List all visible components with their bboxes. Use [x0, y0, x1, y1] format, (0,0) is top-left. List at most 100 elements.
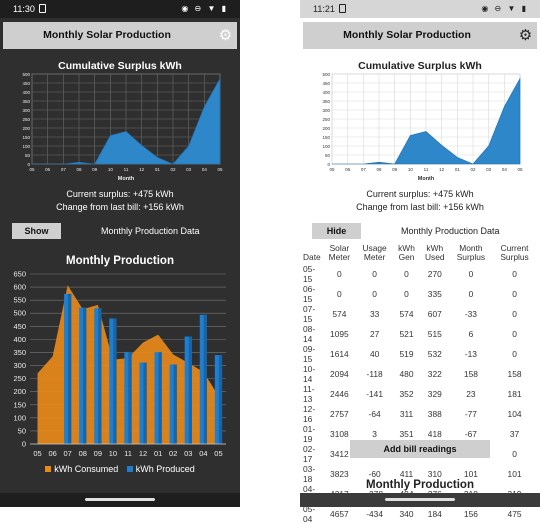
table-cell: 1614: [330, 349, 349, 359]
current-surplus-text: Current surplus: +475 kWh: [366, 189, 474, 199]
table-row: 06-15 0 0 0 335 0 0: [303, 284, 537, 304]
table-cell: -434: [366, 509, 383, 519]
table-header-cell: Usage Meter: [362, 243, 387, 262]
x-tick-label: 05: [217, 167, 223, 172]
table-cell: 475: [507, 509, 522, 519]
table-cell: 10-14: [303, 364, 316, 384]
surplus-area: [32, 77, 221, 165]
table-cell: 33: [369, 309, 380, 319]
x-tick-label: 07: [361, 167, 367, 172]
table-cell: 184: [427, 509, 442, 519]
x-tick-label: 04: [199, 449, 207, 458]
show-data-button[interactable]: Show: [12, 223, 61, 239]
y-tick-label: 200: [13, 387, 26, 396]
table-cell: 351: [399, 429, 414, 439]
table-cell: -77: [464, 409, 477, 419]
produced-bar: [214, 355, 223, 444]
y-tick-label: 50: [325, 153, 331, 158]
legend-consumed-swatch: [45, 466, 52, 472]
y-tick-label: 250: [322, 117, 330, 122]
x-tick-label: 04: [202, 167, 208, 172]
produced-bar-shade: [98, 308, 102, 444]
table-cell: 388: [427, 409, 442, 419]
change-from-bill-text: Change from last bill: +156 kWh: [356, 202, 484, 212]
x-tick-label: 09: [392, 167, 398, 172]
y-tick-label: 450: [22, 81, 30, 86]
table-cell: 322: [427, 369, 442, 379]
table-cell: 06-15: [303, 284, 316, 304]
table-row: 05-15 0 0 0 270 0 0: [303, 264, 537, 284]
gear-icon[interactable]: ⚙: [218, 27, 233, 44]
monthly-production-chart: 0501001502002503003504004505005506006500…: [13, 270, 226, 458]
y-tick-label: 50: [18, 426, 26, 435]
home-gesture-handle[interactable]: [85, 498, 155, 501]
table-cell: 0: [404, 289, 409, 299]
x-tick-label: 01: [455, 167, 461, 172]
produced-bar: [139, 362, 147, 444]
table-cell: 104: [507, 409, 522, 419]
x-tick-label: 03: [486, 167, 492, 172]
table-cell: 3823: [330, 469, 349, 479]
notification-app-icon: [39, 4, 46, 13]
table-cell: 0: [512, 289, 517, 299]
y-tick-label: 350: [22, 99, 30, 104]
home-gesture-handle[interactable]: [385, 498, 455, 501]
hide-data-button[interactable]: Hide: [312, 223, 361, 239]
table-cell: 519: [399, 349, 414, 359]
table-row: 12-16 2757 -64 311 388 -77 104: [303, 404, 537, 424]
y-tick-label: 0: [327, 162, 330, 167]
x-tick-label: 05: [214, 449, 222, 458]
x-tick-label: 11: [124, 449, 132, 458]
table-cell: 101: [463, 469, 478, 479]
table-cell: 2446: [330, 389, 349, 399]
table-cell: 411: [399, 469, 414, 479]
produced-bar: [94, 308, 102, 444]
legend-produced-swatch: [126, 466, 133, 472]
change-from-bill-text: Change from last bill: +156 kWh: [56, 202, 184, 212]
produced-bar-shade: [68, 293, 72, 444]
y-tick-label: 300: [13, 361, 26, 370]
notification-app-icon: [339, 4, 346, 13]
y-tick-label: 300: [322, 108, 330, 113]
x-tick-label: 07: [64, 449, 72, 458]
table-cell: 418: [427, 429, 442, 439]
x-tick-label: 01: [154, 449, 162, 458]
x-tick-label: 08: [376, 167, 382, 172]
x-tick-label: 06: [45, 167, 51, 172]
y-tick-label: 0: [22, 440, 26, 449]
x-tick-label: 10: [109, 449, 117, 458]
add-bill-readings-button[interactable]: Add bill readings: [350, 440, 490, 458]
table-cell: 05-15: [303, 264, 316, 284]
y-tick-label: 0: [27, 162, 30, 167]
produced-bar: [109, 318, 117, 444]
x-axis-label: Month: [118, 176, 135, 182]
table-cell: -141: [366, 389, 383, 399]
table-row: 10-14 2094 -118 480 322 158 158: [303, 364, 537, 384]
table-row: 07-15 574 33 574 607 -33 0: [303, 304, 537, 324]
table-cell: 0: [468, 269, 474, 279]
produced-bar-shade: [128, 351, 132, 444]
x-tick-label: 10: [108, 167, 114, 172]
produced-bar: [79, 307, 87, 444]
table-cell: 515: [427, 329, 442, 339]
y-tick-label: 150: [22, 135, 30, 140]
status-time: 11:21: [313, 4, 335, 14]
table-cell: 3412: [330, 449, 349, 459]
navigation-bar: [300, 493, 540, 507]
y-tick-label: 650: [13, 270, 26, 279]
x-tick-label: 12: [139, 167, 145, 172]
app-title: Monthly Solar Production: [43, 29, 171, 41]
table-cell: 6: [468, 329, 474, 339]
table-cell: 23: [466, 389, 476, 399]
x-tick-label: 02: [470, 167, 476, 172]
monthly-production-title: Monthly Production: [366, 479, 474, 491]
status-icons: ◉ ⊖ ▼ ▮: [481, 4, 528, 13]
x-tick-label: 11: [424, 167, 429, 172]
x-tick-label: 11: [124, 167, 129, 172]
produced-bar: [169, 364, 177, 444]
table-cell: -118: [366, 369, 383, 379]
y-tick-label: 600: [13, 283, 26, 292]
gear-icon[interactable]: ⚙: [518, 27, 533, 44]
